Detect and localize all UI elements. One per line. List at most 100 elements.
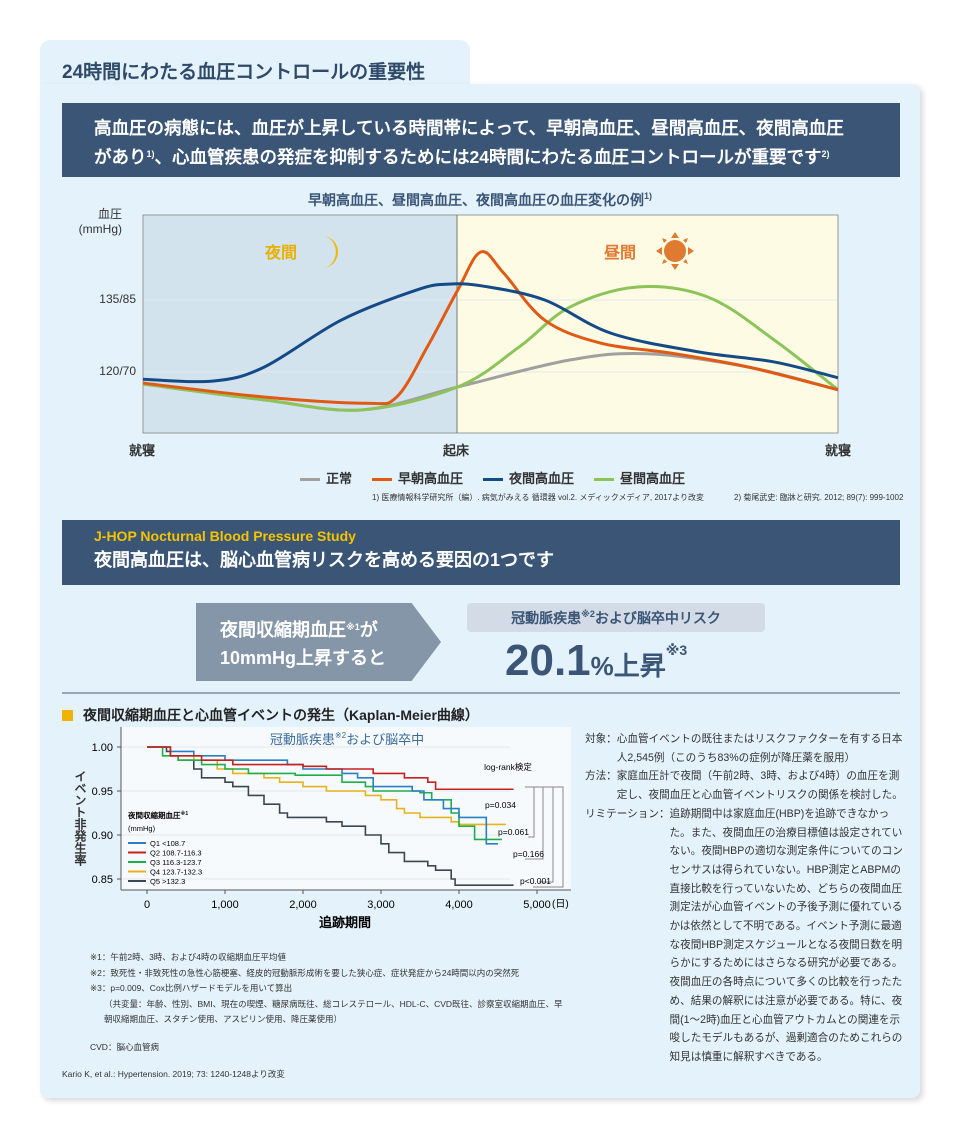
bp-series-line bbox=[142, 285, 839, 412]
study-row: 方法： 家庭血圧計で夜間（午前2時、3時、および4時）の血圧を測定し、夜間血圧と心… bbox=[585, 767, 907, 804]
study-value: 家庭血圧計で夜間（午前2時、3時、および4時）の血圧を測定し、夜間血圧と心血管イ… bbox=[616, 770, 903, 802]
km-series-line bbox=[147, 746, 502, 841]
y-tick-label: 0.90 bbox=[92, 830, 113, 842]
legend-item: 正常 bbox=[300, 468, 352, 487]
y-unit: (mmHg) bbox=[78, 222, 122, 236]
notes: ※1：午前2時、3時、および4時の収縮期血圧平均値 ※2：致死性・非致死性の急性… bbox=[90, 950, 570, 1055]
pvalue-q3: p=0.061 bbox=[498, 827, 529, 837]
pvalue-q5: p<0.001 bbox=[520, 876, 551, 886]
chart-title-text: 早朝高血圧、昼間高血圧、夜間高血圧の血圧変化の例 bbox=[307, 192, 644, 208]
study-key: リミテーション： bbox=[585, 807, 670, 820]
note: ※2：致死性・非致死性の急性心筋梗塞、経皮的冠動脈形成術を要した狭心症、症状発症… bbox=[90, 967, 520, 978]
sun-icon bbox=[656, 232, 694, 270]
arrow-line2: 10mmHg上昇すると bbox=[220, 648, 387, 668]
x-tick-wake: 起床 bbox=[443, 443, 470, 458]
study-value: 追跡期間中は家庭血圧(HBP)を追跡できなかった。また、夜間血圧の治療目標値は設… bbox=[669, 807, 903, 1063]
km-legend-unit: (mmHg) bbox=[128, 824, 156, 833]
legend-swatch bbox=[372, 478, 393, 482]
km-legend-title: 夜間収縮期血圧※1 bbox=[127, 810, 188, 820]
km-title: 冠動脈疾患※2および脳卒中 bbox=[270, 731, 424, 747]
legend-label: 昼間高血圧 bbox=[620, 471, 686, 486]
study-row: 対象： 心血管イベントの既往またはリスクファクターを有する日本人2,545例（この… bbox=[585, 730, 907, 767]
intro-line1: 高血圧の病態には、血圧が上昇している時間帯によって、早朝高血圧、昼間高血圧、夜間… bbox=[94, 118, 844, 138]
night-region bbox=[143, 215, 457, 433]
legend-item: 夜間高血圧 bbox=[483, 468, 574, 487]
study-banner: J-HOP Nocturnal Blood Pressure Study 夜間高血… bbox=[62, 520, 900, 585]
x-tick-label: 4,000 bbox=[445, 899, 473, 911]
ref-mark: 1) bbox=[146, 149, 155, 159]
y-axis-label: 血圧 (mmHg) bbox=[62, 207, 122, 237]
study-value: 心血管イベントの既往またはリスクファクターを有する日本人2,545例（このうち8… bbox=[616, 733, 903, 764]
y-tick-label: 1.00 bbox=[92, 742, 113, 754]
legend-item: 昼間高血圧 bbox=[594, 468, 685, 487]
risk-number: 20.1 bbox=[505, 636, 591, 685]
section-heading: 夜間収縮期血圧と心血管イベントの発生（Kaplan-Meier曲線） bbox=[62, 705, 479, 725]
condition-arrow: 夜間収縮期血圧※1が 10mmHg上昇すると bbox=[196, 603, 441, 681]
km-legend-label: Q3 116.3-123.7 bbox=[150, 858, 202, 867]
study-subtitle: J-HOP Nocturnal Blood Pressure Study bbox=[94, 528, 356, 544]
legend-swatch bbox=[483, 478, 504, 482]
bp-series-line bbox=[142, 250, 839, 406]
legend-label: 正常 bbox=[326, 471, 353, 486]
risk-unit: %上昇 bbox=[590, 651, 666, 681]
ref-mark: 1) bbox=[643, 191, 652, 201]
x-tick-label: 0 bbox=[144, 899, 150, 911]
x-tick-sleep-end: 就寝 bbox=[825, 443, 852, 458]
x-tick-sleep: 就寝 bbox=[129, 443, 156, 458]
intro-line2: があり1)、心血管疾患の発症を抑制するためには24時間にわたる血圧コントロールが… bbox=[94, 141, 900, 170]
night-label: 夜間 bbox=[264, 243, 297, 262]
y-tick-120: 120/70 bbox=[99, 364, 136, 378]
km-series-line bbox=[147, 746, 514, 791]
arrow-text: が bbox=[359, 620, 378, 640]
citation: Kario K, et al.: Hypertension. 2019; 73:… bbox=[62, 1069, 285, 1079]
km-plot-bg bbox=[121, 727, 571, 890]
risk-text: 冠動脈疾患 bbox=[511, 610, 582, 626]
study-details: 対象： 心血管イベントの既往またはリスクファクターを有する日本人2,545例（この… bbox=[585, 730, 907, 1067]
day-label: 昼間 bbox=[603, 244, 636, 262]
study-key: 方法： bbox=[585, 770, 617, 783]
km-legend-label: Q1 <108.7 bbox=[150, 839, 185, 848]
pvalue-q4: p=0.166 bbox=[513, 849, 544, 859]
km-legend-label: Q4 123.7-132.3 bbox=[150, 868, 202, 877]
bp-legend: 正常 早朝高血圧 夜間高血圧 昼間高血圧 bbox=[300, 468, 685, 487]
note: ※1：午前2時、3時、および4時の収縮期血圧平均値 bbox=[90, 952, 287, 962]
km-x-unit: (日) bbox=[552, 899, 569, 910]
pvalue-q1: p=0.034 bbox=[485, 800, 516, 810]
note: （共変量：年齢、性別、BMI、現在の喫煙、糖尿病既往、総コレステロール、HDL-… bbox=[104, 998, 563, 1025]
x-tick-label: 1,000 bbox=[211, 899, 239, 911]
y-tick-label: 0.95 bbox=[92, 786, 113, 798]
bp-chart-title: 早朝高血圧、昼間高血圧、夜間高血圧の血圧変化の例1) bbox=[0, 190, 960, 210]
km-legend-label: Q2 108.7-116.3 bbox=[150, 849, 202, 858]
km-legend-label: Q5 >132.3 bbox=[150, 877, 185, 886]
study-key: 対象： bbox=[585, 733, 617, 745]
km-y-label: イベント非発生率 bbox=[73, 770, 87, 867]
risk-text: および脳卒中リスク bbox=[594, 610, 721, 626]
test-label: log-rank検定 bbox=[484, 762, 532, 772]
intro-text: 、心血管疾患の発症を抑制するためには24時間にわたる血圧コントロールが重要です bbox=[154, 147, 822, 167]
intro-text: があり bbox=[94, 147, 147, 167]
y-tick-label: 0.85 bbox=[92, 874, 113, 886]
km-x-label: 追跡期間 bbox=[319, 915, 371, 930]
legend-item: 早朝高血圧 bbox=[372, 468, 463, 487]
intro-banner: 高血圧の病態には、血圧が上昇している時間帯によって、早朝高血圧、昼間高血圧、夜間… bbox=[62, 103, 900, 177]
risk-value: 20.1%上昇※3 bbox=[505, 636, 687, 686]
x-tick-label: 2,000 bbox=[289, 899, 317, 911]
plot-border bbox=[142, 214, 839, 434]
bp-chart: 夜間 昼間 bbox=[142, 214, 839, 434]
km-series-line bbox=[147, 746, 506, 826]
pvalue-brackets bbox=[525, 786, 564, 888]
x-tick-label: 5,000 bbox=[523, 899, 551, 911]
ref-mark: ※3 bbox=[665, 642, 688, 658]
arrow-text: 夜間収縮期血圧 bbox=[220, 620, 346, 640]
legend-swatch bbox=[594, 478, 615, 482]
study-title: 夜間高血圧は、脳心血管病リスクを高める要因の1つです bbox=[94, 550, 555, 570]
footnote-1: 1) 医療情報科学研究所（編）. 病気がみえる 循環器 vol.2. メディック… bbox=[372, 493, 704, 502]
section-title: 夜間収縮期血圧と心血管イベントの発生（Kaplan-Meier曲線） bbox=[83, 707, 479, 723]
legend-swatch bbox=[300, 478, 320, 482]
km-series-line bbox=[147, 746, 498, 845]
ref-mark: ※2 bbox=[581, 609, 595, 619]
note: CVD：脳心血管病 bbox=[90, 1041, 159, 1052]
y-tick-135: 135/85 bbox=[99, 292, 136, 306]
legend-label: 早朝高血圧 bbox=[398, 471, 464, 486]
ref-mark: 2) bbox=[821, 149, 830, 159]
